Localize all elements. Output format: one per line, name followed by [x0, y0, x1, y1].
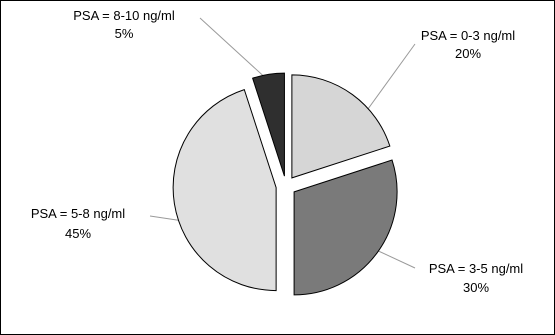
slice-percent-label: 5% [115, 26, 134, 41]
pie-slice [293, 159, 398, 296]
slice-percent-label: 45% [65, 226, 91, 241]
slice-label: PSA = 5-8 ng/ml [31, 206, 125, 221]
pie-slice [251, 72, 285, 177]
slice-label: PSA = 3-5 ng/ml [429, 261, 523, 276]
pie-slices [172, 72, 398, 296]
leader-line [199, 17, 271, 83]
leader-line [371, 247, 416, 269]
slice-label: PSA = 8-10 ng/ml [73, 8, 175, 23]
slice-labels: PSA = 0-3 ng/ml 20% PSA = 3-5 ng/ml 30% PSA … [31, 8, 523, 295]
slice-percent-label: 30% [463, 280, 489, 295]
slice-percent-label: 20% [455, 46, 481, 61]
pie-slice [291, 74, 391, 179]
leader-line [359, 43, 416, 121]
slice-label: PSA = 0-3 ng/ml [421, 28, 515, 43]
pie-slice [172, 88, 277, 292]
